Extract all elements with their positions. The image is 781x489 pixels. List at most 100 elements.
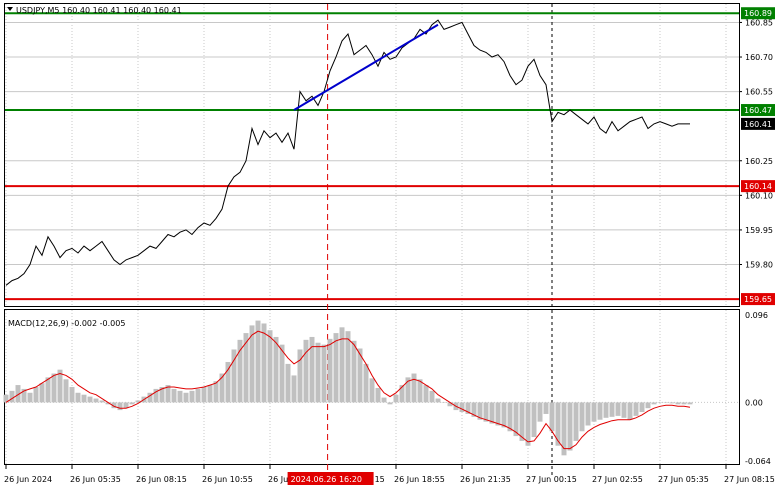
macd-bar <box>387 402 393 405</box>
macd-bar <box>363 363 369 403</box>
macd-bar <box>675 402 681 405</box>
macd-bar <box>135 400 141 403</box>
macd-bar <box>495 402 501 426</box>
macd-bar <box>345 331 351 403</box>
time-tick-label: 27 Jun 05:35 <box>658 475 709 484</box>
macd-bar <box>33 387 39 403</box>
macd-bar <box>27 392 33 403</box>
price-tick-label: 160.10 <box>745 191 773 200</box>
macd-pane-frame <box>4 309 740 465</box>
macd-bar <box>99 400 105 403</box>
macd-bar <box>303 339 309 403</box>
macd-bar <box>267 330 273 403</box>
macd-bar <box>117 402 123 411</box>
price-grid <box>5 4 739 306</box>
macd-bar <box>681 402 687 405</box>
time-cursor-label[interactable]: 2024.06.26 16:20 <box>291 475 362 484</box>
price-axis: 160.85 160.70 160.55 160.25 160.10 159.95 159.… <box>739 18 773 270</box>
macd-tick-label: -0.064 <box>745 457 771 466</box>
symbol-header: USDJPY,M5 160.40 160.41 160.40 160.41 <box>7 6 182 15</box>
time-tick-label: 26 Jun 2024 <box>4 475 52 484</box>
macd-bar <box>15 385 21 403</box>
macd-bar <box>243 333 249 403</box>
level-tag-bg <box>741 104 775 117</box>
macd-bar <box>279 344 285 403</box>
time-tick-label: 26 Jun <box>268 475 293 484</box>
macd-bar <box>57 369 63 403</box>
macd-bar <box>261 323 267 403</box>
macd-bar <box>399 385 405 403</box>
macd-bar <box>249 325 255 403</box>
macd-bar <box>639 402 645 413</box>
macd-bar <box>351 340 357 403</box>
macd-bar <box>177 390 183 403</box>
macd-bar <box>327 338 333 403</box>
macd-bar <box>633 402 639 416</box>
time-tick-label: 26 Jun 18:55 <box>394 475 445 484</box>
macd-bar <box>315 342 321 403</box>
macd-bar <box>645 402 651 409</box>
macd-tick-label: 0.00 <box>745 398 763 407</box>
macd-bar <box>219 373 225 403</box>
macd-bar <box>621 402 627 418</box>
price-series-line <box>5 19 690 286</box>
macd-bar <box>51 373 57 403</box>
macd-bar <box>543 402 549 414</box>
macd-bar <box>477 402 483 420</box>
macd-bar <box>513 402 519 437</box>
macd-histogram <box>3 320 693 456</box>
macd-bar <box>111 402 117 409</box>
macd-bar <box>537 402 543 422</box>
current-price-tag-label: 160.41 <box>744 120 772 129</box>
macd-bar <box>273 336 279 403</box>
macd-bar <box>687 402 693 405</box>
macd-bar <box>573 402 579 441</box>
macd-bar <box>567 402 573 451</box>
time-tick-label: 26 Jun 21:35 <box>460 475 511 484</box>
macd-bar <box>21 388 27 403</box>
macd-bar <box>87 396 93 403</box>
macd-bar <box>609 402 615 417</box>
macd-bar <box>519 402 525 441</box>
macd-bar <box>411 373 417 403</box>
macd-bar <box>555 402 561 446</box>
trend-line[interactable] <box>293 23 439 111</box>
macd-bar <box>669 402 675 404</box>
macd-bar <box>309 336 315 403</box>
macd-bar <box>207 385 213 403</box>
price-tick-label: 160.85 <box>745 18 773 27</box>
macd-bar <box>63 379 69 403</box>
macd-bar <box>429 390 435 403</box>
macd-bar <box>507 402 513 432</box>
macd-bar <box>129 402 135 405</box>
price-tick-label: 159.80 <box>745 261 773 270</box>
price-levels[interactable]: 160.89 160.47 160.14 159.65 160.41 <box>5 7 775 306</box>
macd-bar <box>231 349 237 403</box>
macd-bar <box>123 402 129 409</box>
level-tag-bg <box>741 293 775 306</box>
time-tick-label: 27 Jun 00:15 <box>526 475 577 484</box>
level-tag-label: 160.47 <box>744 106 772 115</box>
macd-tick-label: 0.096 <box>745 311 768 320</box>
macd-bar <box>657 402 663 403</box>
macd-bar <box>423 385 429 403</box>
price-tick-label: 160.55 <box>745 88 773 97</box>
macd-bar <box>75 392 81 403</box>
macd-bar <box>579 402 585 432</box>
macd-bar <box>459 402 465 413</box>
macd-bar <box>483 402 489 422</box>
level-tag-label: 159.65 <box>744 295 772 304</box>
macd-bar <box>81 394 87 403</box>
time-tick-label: 26 Jun 08:15 <box>136 475 187 484</box>
macd-bar <box>501 402 507 428</box>
time-tick-label: 26 Jun 10:55 <box>202 475 253 484</box>
macd-bar <box>561 402 567 456</box>
macd-bar <box>435 398 441 403</box>
macd-bar <box>255 320 261 403</box>
macd-bar <box>159 387 165 403</box>
dropdown-triangle-icon[interactable] <box>7 7 13 11</box>
price-tick-label: 159.95 <box>745 226 773 235</box>
macd-bar <box>165 385 171 403</box>
time-cursor-label-bg[interactable] <box>287 472 374 485</box>
